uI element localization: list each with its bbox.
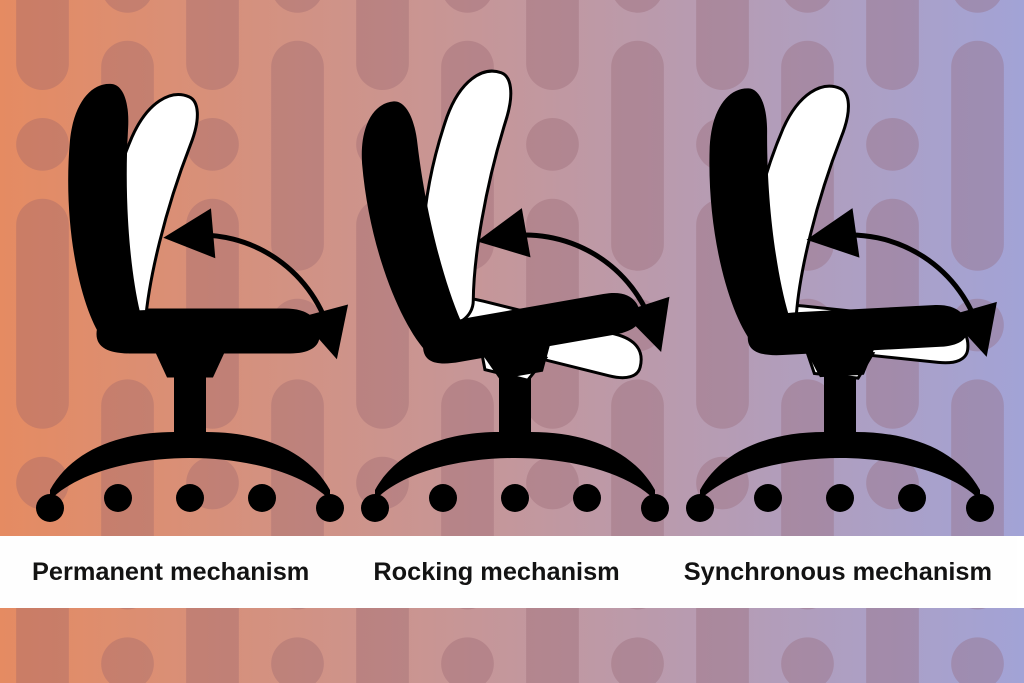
infographic-stage: Permanent mechanism Rocking mechanism Sync… [0, 0, 1024, 683]
label-bar: Permanent mechanism Rocking mechanism Sync… [0, 536, 1024, 608]
label-synchronous: Synchronous mechanism [684, 558, 992, 587]
label-rocking: Rocking mechanism [373, 558, 619, 587]
label-permanent: Permanent mechanism [32, 558, 309, 587]
